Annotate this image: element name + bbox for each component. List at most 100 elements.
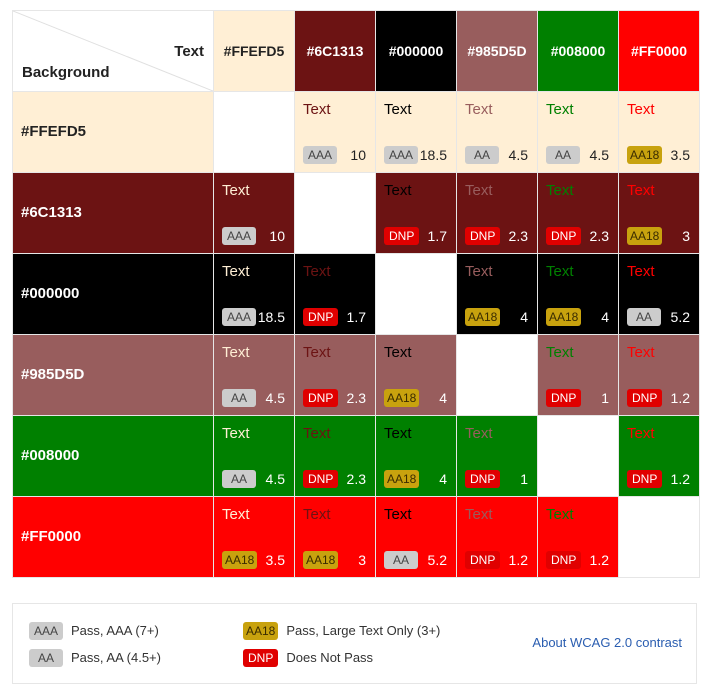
legend-aa: AA Pass, AA (4.5+): [29, 649, 161, 667]
row-header-label: #008000: [21, 447, 80, 464]
column-header-008000: #008000: [537, 10, 619, 92]
contrast-ratio: 10: [269, 228, 285, 244]
rating-badge: DNP: [303, 308, 339, 326]
rating-badge: AA18: [384, 389, 420, 407]
column-header-label: #008000: [550, 43, 606, 59]
contrast-ratio: 1.2: [589, 552, 609, 568]
rating-badge: AA: [222, 389, 257, 407]
rating-badge: DNP: [546, 227, 582, 245]
contrast-cell: Text DNP 1.2: [537, 496, 619, 578]
empty-cell: [618, 496, 700, 578]
legend-aa18-text: Pass, Large Text Only (3+): [286, 623, 441, 638]
sample-text: Text: [303, 425, 331, 442]
contrast-cell: Text DNP 2.3: [456, 172, 538, 254]
contrast-ratio: 4.5: [265, 471, 285, 487]
rating-badge: DNP: [627, 389, 663, 407]
sample-text: Text: [465, 425, 493, 442]
empty-cell: [294, 172, 376, 254]
row-header-label: #FF0000: [21, 528, 82, 545]
contrast-cell: Text AA 4.5: [213, 415, 295, 497]
column-header-ff0000: #FF0000: [618, 10, 700, 92]
rating-badge: AA18: [465, 308, 501, 326]
contrast-cell: Text AAA 18.5: [213, 253, 295, 335]
grid-row-6c1313: #6C1313 Text AAA 10 Text DNP 1.7 Text DNP 2.3 Text…: [12, 172, 700, 254]
column-header-label: #FF0000: [630, 43, 688, 59]
sample-text: Text: [627, 101, 655, 118]
about-wcag-link[interactable]: About WCAG 2.0 contrast: [532, 635, 682, 650]
sample-text: Text: [627, 344, 655, 361]
contrast-cell: Text AA 4.5: [456, 91, 538, 173]
contrast-ratio: 2.3: [346, 471, 366, 487]
contrast-ratio: 1: [520, 471, 528, 487]
contrast-ratio: 4.5: [265, 390, 285, 406]
contrast-ratio: 1.2: [670, 390, 690, 406]
contrast-ratio: 2.3: [346, 390, 366, 406]
legend-aaa-text: Pass, AAA (7+): [71, 623, 159, 638]
legend-dnp-badge: DNP: [243, 649, 279, 667]
empty-cell: [537, 415, 619, 497]
corner-background-label: Background: [22, 64, 110, 81]
column-header-985d5d: #985D5D: [456, 10, 538, 92]
sample-text: Text: [303, 344, 331, 361]
row-header-label: #FFEFD5: [21, 123, 87, 140]
sample-text: Text: [303, 263, 331, 280]
rating-badge: AA18: [627, 146, 663, 164]
sample-text: Text: [303, 101, 331, 118]
corner-box: Text Background: [13, 11, 213, 91]
rating-badge: DNP: [303, 470, 339, 488]
rating-badge: DNP: [465, 470, 501, 488]
grid-row-ff0000: #FF0000 Text AA18 3.5 Text AA18 3 Text AA 5.2 Text…: [12, 496, 700, 578]
sample-text: Text: [546, 344, 574, 361]
legend-aaa-badge: AAA: [29, 622, 64, 640]
legend-dnp: DNP Does Not Pass: [243, 649, 373, 667]
contrast-cell: Text AA 4.5: [537, 91, 619, 173]
rating-badge: AA18: [303, 551, 339, 569]
legend-aa18-badge: AA18: [243, 622, 279, 640]
legend-aaa: AAA Pass, AAA (7+): [29, 622, 159, 640]
rating-badge: DNP: [627, 470, 663, 488]
rating-badge: AA: [546, 146, 581, 164]
sample-text: Text: [222, 344, 250, 361]
column-header-label: #985D5D: [467, 43, 527, 59]
empty-cell: [456, 334, 538, 416]
sample-text: Text: [384, 344, 412, 361]
grid-row-000000: #000000 Text AAA 18.5 Text DNP 1.7 Text AA18 4 Tex…: [12, 253, 700, 335]
sample-text: Text: [384, 506, 412, 523]
contrast-cell: Text DNP 1: [456, 415, 538, 497]
contrast-ratio: 2.3: [589, 228, 609, 244]
legend-aa18: AA18 Pass, Large Text Only (3+): [243, 622, 440, 640]
sample-text: Text: [546, 263, 574, 280]
corner-text-label: Text: [174, 43, 204, 60]
rating-badge: DNP: [465, 227, 501, 245]
contrast-ratio: 3: [358, 552, 366, 568]
sample-text: Text: [465, 182, 493, 199]
legend-aa-text: Pass, AA (4.5+): [71, 650, 161, 665]
contrast-cell: Text AA18 4: [456, 253, 538, 335]
contrast-cell: Text AAA 18.5: [375, 91, 457, 173]
contrast-ratio: 3: [682, 228, 690, 244]
rating-badge: AA18: [627, 227, 663, 245]
sample-text: Text: [222, 506, 250, 523]
row-header-label: #000000: [21, 285, 80, 302]
contrast-cell: Text AA 5.2: [375, 496, 457, 578]
contrast-ratio: 3.5: [670, 147, 690, 163]
column-header-6c1313: #6C1313: [294, 10, 376, 92]
legend-panel: AAA Pass, AAA (7+) AA Pass, AA (4.5+) AA18…: [12, 603, 697, 684]
contrast-cell: Text AA18 4: [537, 253, 619, 335]
sample-text: Text: [222, 425, 250, 442]
corner-diagonal: [13, 11, 213, 91]
row-header-000000: #000000: [12, 253, 214, 335]
sample-text: Text: [465, 506, 493, 523]
column-header-label: #6C1313: [306, 43, 364, 59]
contrast-cell: Text DNP 1.7: [294, 253, 376, 335]
column-header-label: #FFEFD5: [223, 43, 285, 59]
rating-badge: AAA: [303, 146, 338, 164]
row-header-985d5d: #985D5D: [12, 334, 214, 416]
contrast-ratio: 4.5: [508, 147, 528, 163]
grid-row-008000: #008000 Text AA 4.5 Text DNP 2.3 Text AA18 4 Text D…: [12, 415, 700, 497]
rating-badge: AA18: [546, 308, 582, 326]
grid-row-985d5d: #985D5D Text AA 4.5 Text DNP 2.3 Text AA18 4 Text D…: [12, 334, 700, 416]
legend-dnp-text: Does Not Pass: [286, 650, 374, 665]
row-header-ffefd5: #FFEFD5: [12, 91, 214, 173]
grid-row-ffefd5: #FFEFD5 Text AAA 10 Text AAA 18.5 Text AA 4.5 Text…: [12, 91, 700, 173]
